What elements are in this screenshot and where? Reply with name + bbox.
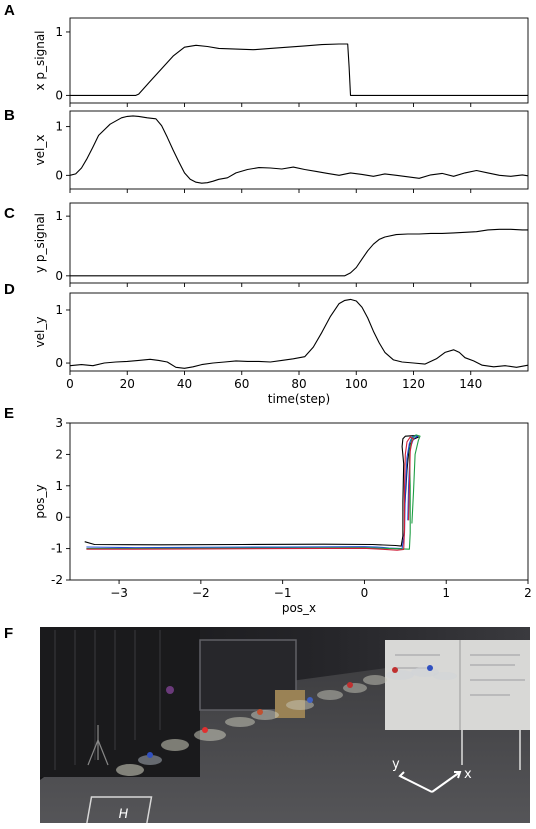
y-tick-label: 3 — [55, 416, 63, 430]
photo-x-label: x — [464, 767, 472, 782]
y-tick-label: 2 — [55, 447, 63, 461]
x-tick-label: 0 — [361, 586, 369, 600]
y-tick-label: 0 — [55, 510, 63, 524]
series-line-2 — [86, 435, 419, 550]
plot-x-p-signal: 0 1 x p_signal — [33, 17, 529, 107]
plot-frame — [69, 110, 529, 190]
y-axis-label: pos_y — [33, 484, 47, 518]
series-line-3 — [86, 434, 421, 550]
series-line-1 — [69, 298, 529, 369]
x-tick-label: 140 — [459, 377, 482, 391]
photo-y-label: y — [392, 757, 400, 772]
x-axis-label: time(step) — [268, 392, 330, 406]
y-axis-label: y p_signal — [33, 213, 47, 273]
y-tick-label: 0 — [55, 356, 63, 370]
x-tick-label: −1 — [274, 586, 292, 600]
series-line-1 — [84, 435, 419, 547]
x-tick-label: 120 — [402, 377, 425, 391]
y-tick-label: 0 — [55, 168, 63, 182]
y-axis-label: x p_signal — [33, 30, 47, 90]
x-tick-label: 40 — [177, 377, 192, 391]
x-tick-label: 20 — [120, 377, 135, 391]
x-tick-label: 80 — [291, 377, 306, 391]
y-tick-label: 1 — [55, 120, 63, 134]
panel-letter-b: B — [4, 107, 15, 124]
plot-trajectory: -2 -1 0 1 2 3 −3 −2 −1 0 1 2 pos_y pos_x — [33, 416, 532, 615]
y-tick-label: 0 — [55, 269, 63, 283]
plot-frame — [69, 292, 529, 372]
y-axis-label: vel_x — [33, 135, 47, 166]
y-tick-label: 1 — [55, 303, 63, 317]
x-tick-label: 0 — [66, 377, 74, 391]
y-axis-label: vel_y — [33, 317, 47, 348]
y-tick-label: -1 — [51, 542, 63, 556]
series-line-4 — [86, 436, 415, 551]
helipad-marker: H — [117, 807, 129, 822]
x-tick-label: −3 — [110, 586, 128, 600]
x-tick-label: 1 — [442, 586, 450, 600]
x-tick-label: 2 — [524, 586, 532, 600]
panel-letter-e: E — [4, 405, 14, 422]
series-line-1 — [69, 115, 529, 184]
panel-letter-a: A — [4, 2, 15, 19]
y-tick-label: 0 — [55, 88, 63, 102]
panel-letter-c: C — [4, 205, 15, 222]
y-tick-label: -2 — [51, 573, 63, 587]
x-tick-label: 60 — [234, 377, 249, 391]
x-axis-label: pos_x — [282, 601, 316, 615]
plot-frame — [69, 17, 529, 104]
series-line-1 — [70, 228, 528, 277]
panel-letter-f: F — [4, 625, 13, 642]
x-tick-label: 100 — [345, 377, 368, 391]
y-tick-label: 1 — [55, 25, 63, 39]
y-tick-label: 1 — [55, 209, 63, 223]
photo-axes — [398, 771, 462, 793]
series-line-1 — [70, 43, 528, 96]
plot-y-p-signal: 0 1 y p_signal — [33, 202, 529, 287]
plot-frame — [69, 422, 529, 581]
y-tick-label: 1 — [55, 479, 63, 493]
plot-vel-x: 0 1 vel_x — [33, 110, 529, 193]
lab-photograph: H y x — [40, 627, 530, 823]
plot-frame — [69, 202, 529, 284]
panel-letter-d: D — [4, 281, 15, 298]
x-tick-label: −2 — [192, 586, 210, 600]
